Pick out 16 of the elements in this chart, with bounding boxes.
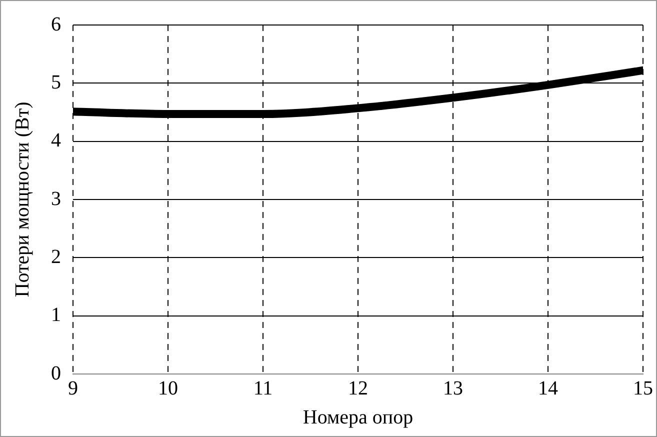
x-tick-label: 10 xyxy=(158,377,178,400)
x-tick-label: 11 xyxy=(253,377,273,400)
x-tick-label: 14 xyxy=(538,377,558,400)
y-tick-label: 6 xyxy=(51,13,61,36)
y-tick-label: 1 xyxy=(51,304,61,326)
x-tick-label: 15 xyxy=(633,377,653,400)
y-tick-label: 2 xyxy=(51,246,61,268)
x-tick-label: 13 xyxy=(443,377,463,400)
x-axis-title: Номера опор xyxy=(302,406,414,428)
y-tick-label: 3 xyxy=(51,188,61,210)
x-tick-label: 9 xyxy=(68,377,78,400)
y-tick-label: 4 xyxy=(51,130,61,152)
x-tick-label: 12 xyxy=(348,377,368,400)
y-tick-label: 5 xyxy=(51,71,61,94)
y-axis-title: Потери мощности (Вт) xyxy=(11,102,34,298)
y-tick-label: 0 xyxy=(51,362,61,384)
